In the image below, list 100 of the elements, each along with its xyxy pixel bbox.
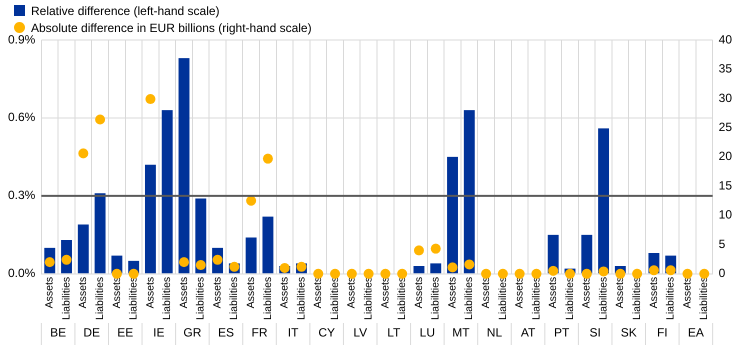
x-tick-label: Liabilities — [295, 276, 308, 320]
point — [582, 268, 592, 279]
text: SI — [590, 325, 601, 340]
text: DE — [83, 325, 100, 340]
x-tick-label: Assets — [379, 276, 392, 308]
y-tick-label: 0.9% — [8, 32, 36, 46]
x-tick-label: Assets — [44, 276, 56, 308]
point — [78, 148, 88, 158]
y2-tick-label: 25 — [718, 120, 732, 134]
x-tick-label: Assets — [412, 276, 425, 308]
x-tick-label: Assets — [312, 276, 324, 308]
x-tick-label: Liabilities — [698, 276, 710, 320]
bar — [144, 164, 156, 274]
text: FI — [656, 325, 668, 340]
point — [313, 268, 324, 279]
x-tick-label: Assets — [110, 276, 123, 308]
y-tick-label: 0.3% — [8, 188, 36, 202]
x-tick-label: Liabilities — [597, 276, 610, 320]
point — [95, 114, 106, 124]
bar — [78, 224, 89, 274]
bar — [178, 58, 190, 274]
text: GR — [183, 325, 202, 340]
x-tick-label: Assets — [547, 276, 560, 308]
x-tick-label: Assets — [144, 276, 156, 308]
y2-tick-label: 35 — [718, 62, 732, 76]
bar — [414, 266, 424, 274]
point — [280, 262, 290, 273]
y-tick-label: 0.6% — [8, 110, 36, 124]
x-tick-label: Assets — [211, 276, 224, 308]
x-tick-label: Liabilities — [94, 276, 106, 320]
y2-tick-label: 30 — [718, 90, 732, 105]
bar — [195, 198, 206, 274]
bar — [262, 216, 274, 274]
point — [430, 244, 441, 254]
x-tick-label: Liabilities — [128, 276, 140, 320]
point — [464, 259, 474, 270]
point — [145, 94, 156, 104]
text: LU — [420, 325, 436, 340]
x-tick-label: Liabilities — [328, 276, 341, 320]
text: CY — [318, 325, 335, 340]
x-tick-label: Liabilities — [564, 276, 576, 320]
point — [196, 260, 206, 270]
text: LT — [387, 325, 402, 340]
text: LV — [353, 325, 368, 340]
y2-tick-label: 10 — [718, 208, 732, 222]
x-tick-label: Liabilities — [463, 276, 476, 320]
point — [648, 265, 659, 276]
x-tick-label: Assets — [77, 276, 90, 308]
x-tick-label: Liabilities — [262, 276, 274, 320]
x-tick-label: Assets — [614, 276, 626, 308]
x-tick-label: Liabilities — [194, 276, 207, 320]
text: MT — [452, 325, 470, 340]
text: NL — [486, 325, 502, 340]
text: PT — [554, 325, 570, 340]
point — [246, 196, 256, 206]
x-tick-label: Liabilities — [530, 276, 542, 320]
x-tick-label: Assets — [648, 276, 660, 308]
x-tick-label: Liabilities — [631, 276, 644, 320]
text: IE — [153, 325, 164, 340]
y2-tick-label: 20 — [718, 149, 732, 164]
x-tick-label: Assets — [480, 276, 492, 308]
y2-tick-label: 15 — [718, 178, 732, 192]
y2-tick-label: 5 — [718, 236, 726, 251]
point — [179, 257, 190, 268]
text: FR — [252, 325, 268, 340]
point — [699, 268, 710, 279]
point — [262, 154, 273, 164]
y2-tick-label: 40 — [718, 32, 732, 46]
point — [598, 266, 609, 276]
bar — [430, 263, 442, 274]
x-tick-label: Liabilities — [664, 276, 677, 320]
x-tick-label: Liabilities — [228, 276, 240, 320]
x-tick-label: Liabilities — [496, 276, 509, 320]
bar — [464, 110, 475, 274]
text: IT — [288, 325, 300, 340]
x-tick-label: Liabilities — [430, 276, 442, 320]
x-tick-label: Assets — [178, 276, 190, 308]
text: AT — [520, 325, 536, 340]
x-tick-label: Assets — [245, 276, 258, 308]
bar — [246, 237, 257, 274]
x-tick-label: Assets — [346, 276, 358, 308]
bar — [94, 193, 106, 274]
legend-label: Absolute difference in EUR billions (right-hand scale) — [31, 20, 312, 34]
x-tick-label: Liabilities — [396, 276, 408, 320]
x-tick-label: Liabilities — [60, 276, 72, 320]
text: ES — [218, 325, 234, 340]
text: EA — [688, 325, 704, 340]
legend-label: Relative difference (left-hand scale) — [31, 4, 220, 18]
x-tick-label: Assets — [446, 276, 458, 308]
bar — [598, 128, 610, 274]
point — [414, 245, 424, 256]
x-tick-label: Liabilities — [362, 276, 374, 320]
bar — [447, 156, 458, 274]
x-tick-label: Assets — [681, 276, 694, 308]
text: BE — [50, 325, 66, 340]
x-tick-label: Assets — [278, 276, 291, 308]
point — [666, 265, 676, 276]
text: SK — [620, 325, 637, 340]
text: EE — [117, 325, 134, 340]
point — [548, 266, 558, 276]
